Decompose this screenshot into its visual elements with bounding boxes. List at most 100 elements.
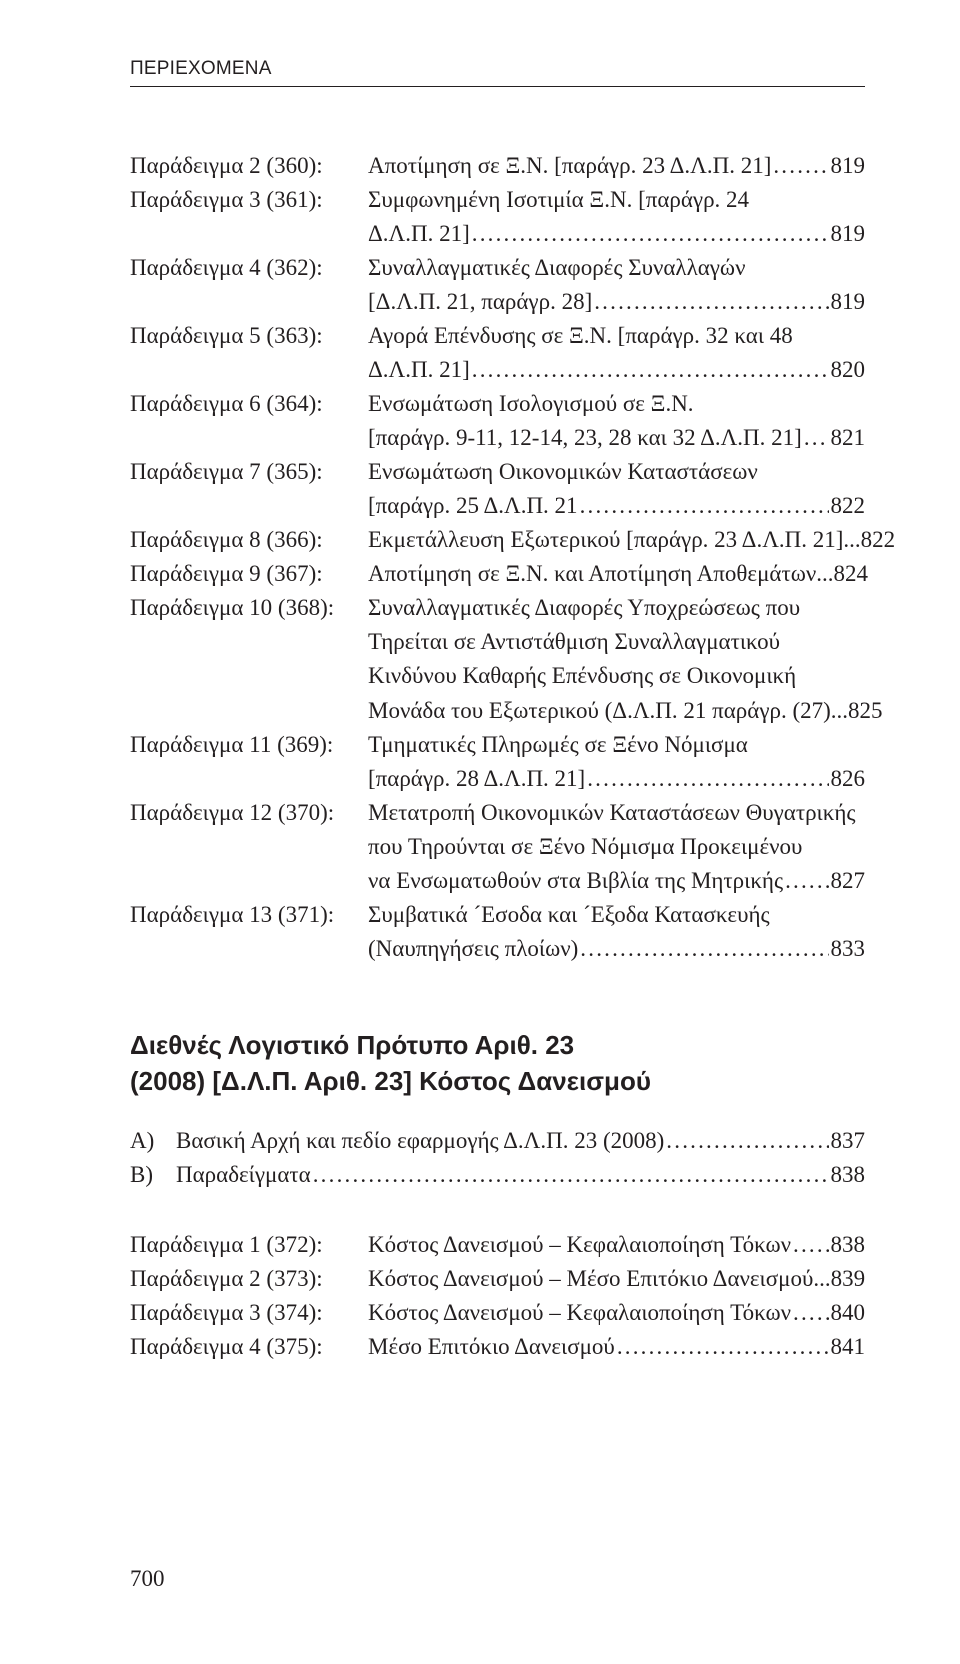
entry-text: [παράγρ. 28 Δ.Λ.Π. 21]: [368, 762, 585, 796]
leader-dots: [313, 1158, 829, 1192]
entry-line: Δ.Λ.Π. 21] 820: [368, 353, 865, 387]
toc-entry: Παράδειγμα 2 (373):Κόστος Δανεισμού – Μέ…: [130, 1262, 865, 1296]
entry-line: Δ.Λ.Π. 21]819: [368, 217, 865, 251]
entry-line: να Ενσωματωθούν στα Βιβλία της Μητρικής8…: [368, 864, 865, 898]
entry-page: 839: [831, 1262, 866, 1296]
toc-entry: Παράδειγμα 5 (363):Αγορά Επένδυσης σε Ξ.…: [130, 319, 865, 387]
toc-entry: Παράδειγμα 1 (372):Κόστος Δανεισμού – Κε…: [130, 1228, 865, 1262]
entry-page: 826: [831, 762, 866, 796]
entry-page: 822: [861, 523, 896, 557]
lettered-page: 838: [831, 1158, 866, 1192]
toc-main: Παράδειγμα 2 (360):Αποτίμηση σε Ξ.Ν. [πα…: [130, 149, 865, 966]
toc-entry: Παράδειγμα 4 (375):Μέσο Επιτόκιο Δανεισμ…: [130, 1330, 865, 1364]
leader-dots: [617, 1330, 829, 1364]
toc-entry: Παράδειγμα 3 (374):Κόστος Δανεισμού – Κε…: [130, 1296, 865, 1330]
entry-line: Κόστος Δανεισμού – Κεφαλαιοποίηση Τόκων8…: [368, 1296, 865, 1330]
entry-line: Τμηματικές Πληρωμές σε Ξένο Νόμισμα: [368, 728, 865, 762]
entry-label: Παράδειγμα 2 (373):: [130, 1262, 368, 1296]
entry-page: 840: [831, 1296, 866, 1330]
entry-text: Συμφωνημένη Ισοτιμία Ξ.Ν. [παράγρ. 24: [368, 183, 749, 217]
leader-dots: ...: [813, 1262, 830, 1296]
entry-text: Εκμετάλλευση Εξωτερικού [παράγρ. 23 Δ.Λ.…: [368, 523, 843, 557]
entry-page: 819: [831, 149, 866, 183]
entry-text: Συναλλαγματικές Διαφορές Συναλλαγών: [368, 251, 745, 285]
lettered-letter: Α): [130, 1124, 176, 1158]
entry-body: Τμηματικές Πληρωμές σε Ξένο Νόμισμα[παρά…: [368, 728, 865, 796]
entry-text: Μονάδα του Εξωτερικού (Δ.Λ.Π. 21 παράγρ.…: [368, 694, 831, 728]
entry-line: Συναλλαγματικές Διαφορές Υποχρεώσεως που: [368, 591, 865, 625]
entry-page: 824: [833, 557, 868, 591]
entry-body: Κόστος Δανεισμού – Κεφαλαιοποίηση Τόκων8…: [368, 1296, 865, 1330]
leader-dots: [472, 353, 829, 387]
toc-entry: Παράδειγμα 12 (370):Μετατροπή Οικονομικώ…: [130, 796, 865, 898]
entry-line: Αγορά Επένδυσης σε Ξ.Ν. [παράγρ. 32 και …: [368, 319, 865, 353]
entry-line: (Ναυπηγήσεις πλοίων)833: [368, 932, 865, 966]
section-title-line1: Διεθνές Λογιστικό Πρότυπο Αριθ. 23: [130, 1030, 574, 1060]
leader-dots: [472, 217, 829, 251]
entry-text: Κόστος Δανεισμού – Μέσο Επιτόκιο Δανεισμ…: [368, 1262, 813, 1296]
entry-label: Παράδειγμα 5 (363):: [130, 319, 368, 353]
entry-page: 841: [831, 1330, 866, 1364]
leader-dots: [785, 864, 828, 898]
leader-dots: [773, 149, 828, 183]
entry-line: Κόστος Δανεισμού – Μέσο Επιτόκιο Δανεισμ…: [368, 1262, 865, 1296]
toc-entry: Παράδειγμα 6 (364):Ενσωμάτωση Ισολογισμο…: [130, 387, 865, 455]
entry-line: Αποτίμηση σε Ξ.Ν. και Αποτίμηση Αποθεμάτ…: [368, 557, 865, 591]
leader-dots: [793, 1296, 828, 1330]
entry-label: Παράδειγμα 2 (360):: [130, 149, 368, 183]
entry-text: Κινδύνου Καθαρής Επένδυσης σε Οικονομική: [368, 659, 796, 693]
entry-line: [παράγρ. 9-11, 12-14, 23, 28 και 32 Δ.Λ.…: [368, 421, 865, 455]
entry-label: Παράδειγμα 8 (366):: [130, 523, 368, 557]
entry-text: [Δ.Λ.Π. 21, παράγρ. 28]: [368, 285, 592, 319]
entry-text: [παράγρ. 25 Δ.Λ.Π. 21: [368, 489, 578, 523]
entry-line: Ενσωμάτωση Ισολογισμού σε Ξ.Ν.: [368, 387, 865, 421]
entry-label: Παράδειγμα 12 (370):: [130, 796, 368, 830]
leader-dots: ...: [831, 694, 848, 728]
toc-section: Παράδειγμα 1 (372):Κόστος Δανεισμού – Κε…: [130, 1228, 865, 1364]
entry-body: Ενσωμάτωση Οικονομικών Καταστάσεων[παράγ…: [368, 455, 865, 523]
entry-page: 838: [831, 1228, 866, 1262]
entry-text: Αποτίμηση σε Ξ.Ν. [παράγρ. 23 Δ.Λ.Π. 21]: [368, 149, 771, 183]
running-head: ΠΕΡΙΕΧΟΜΕΝΑ: [130, 58, 865, 87]
leader-dots: ...: [816, 557, 833, 591]
entry-line: Εκμετάλλευση Εξωτερικού [παράγρ. 23 Δ.Λ.…: [368, 523, 865, 557]
entry-text: Μέσο Επιτόκιο Δανεισμού: [368, 1330, 615, 1364]
lettered-row: Α)Βασική Αρχή και πεδίο εφαρμογής Δ.Λ.Π.…: [130, 1124, 865, 1158]
entry-line: Συμφωνημένη Ισοτιμία Ξ.Ν. [παράγρ. 24: [368, 183, 865, 217]
entry-label: Παράδειγμα 3 (361):: [130, 183, 368, 217]
entry-body: Εκμετάλλευση Εξωτερικού [παράγρ. 23 Δ.Λ.…: [368, 523, 865, 557]
entry-page: 819: [831, 285, 866, 319]
entry-label: Παράδειγμα 10 (368):: [130, 591, 368, 625]
entry-body: Αποτίμηση σε Ξ.Ν. και Αποτίμηση Αποθεμάτ…: [368, 557, 865, 591]
lettered-letter: Β): [130, 1158, 176, 1192]
lettered-list: Α)Βασική Αρχή και πεδίο εφαρμογής Δ.Λ.Π.…: [130, 1124, 865, 1192]
entry-text: Τμηματικές Πληρωμές σε Ξένο Νόμισμα: [368, 728, 748, 762]
leader-dots: [580, 932, 828, 966]
entry-body: Συμβατικά ´Εσοδα και ´Εξοδα Κατασκευής(Ν…: [368, 898, 865, 966]
entry-text: (Ναυπηγήσεις πλοίων): [368, 932, 578, 966]
entry-text: [παράγρ. 9-11, 12-14, 23, 28 και 32 Δ.Λ.…: [368, 421, 802, 455]
entry-body: Αγορά Επένδυσης σε Ξ.Ν. [παράγρ. 32 και …: [368, 319, 865, 387]
entry-label: Παράδειγμα 11 (369):: [130, 728, 368, 762]
entry-page: 827: [831, 864, 866, 898]
entry-text: Δ.Λ.Π. 21]: [368, 353, 470, 387]
lettered-page: 837: [831, 1124, 866, 1158]
toc-entry: Παράδειγμα 8 (366):Εκμετάλλευση Εξωτερικ…: [130, 523, 865, 557]
entry-body: Ενσωμάτωση Ισολογισμού σε Ξ.Ν.[παράγρ. 9…: [368, 387, 865, 455]
entry-page: 822: [831, 489, 866, 523]
leader-dots: [594, 285, 828, 319]
entry-page: 820: [831, 353, 866, 387]
toc-entry: Παράδειγμα 9 (367):Αποτίμηση σε Ξ.Ν. και…: [130, 557, 865, 591]
entry-text: Τηρείται σε Αντιστάθμιση Συναλλαγματικού: [368, 625, 780, 659]
leader-dots: [587, 762, 828, 796]
leader-dots: [666, 1124, 828, 1158]
toc-entry: Παράδειγμα 11 (369):Τμηματικές Πληρωμές …: [130, 728, 865, 796]
entry-label: Παράδειγμα 9 (367):: [130, 557, 368, 591]
page: ΠΕΡΙΕΧΟΜΕΝΑ Παράδειγμα 2 (360):Αποτίμηση…: [0, 0, 960, 1664]
section-title-line2: (2008) [Δ.Λ.Π. Αριθ. 23] Κόστος Δανεισμο…: [130, 1066, 651, 1096]
toc-entry: Παράδειγμα 2 (360):Αποτίμηση σε Ξ.Ν. [πα…: [130, 149, 865, 183]
entry-page: 819: [831, 217, 866, 251]
entry-line: [παράγρ. 28 Δ.Λ.Π. 21] 826: [368, 762, 865, 796]
entry-page: 825: [848, 694, 883, 728]
entry-body: Κόστος Δανεισμού – Κεφαλαιοποίηση Τόκων8…: [368, 1228, 865, 1262]
